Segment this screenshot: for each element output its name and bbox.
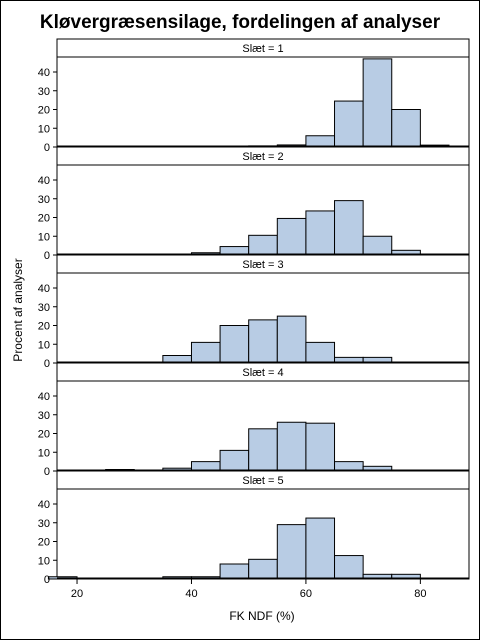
histogram-bar [305, 135, 336, 148]
histogram-bar [362, 235, 393, 256]
x-axis: 20 40 60 80 [71, 579, 426, 600]
y-tick-label: 40 [38, 283, 50, 295]
y-tick-label: 30 [38, 410, 50, 422]
y-axis-label: Procent af analyser [11, 258, 25, 361]
y-tick-label: 10 [38, 231, 50, 243]
histogram-bar [276, 524, 307, 580]
chart-title: Kløvergræsensilage, fordelingen af analy… [40, 12, 441, 33]
panel-2: Slæt = 2 0 10 20 30 40 [38, 146, 470, 262]
histogram-bar [276, 217, 307, 256]
histogram-bar [190, 341, 221, 364]
histogram-bar [248, 234, 278, 256]
y-tick-label: 20 [38, 213, 50, 225]
y-tick-label: 0 [44, 142, 50, 154]
y-tick-label: 10 [38, 447, 50, 459]
x-axis-label: FK NDF (%) [229, 609, 294, 623]
y-tick-label: 0 [44, 466, 50, 478]
x-tick-label: 40 [185, 588, 197, 600]
strip-label: Slæt = 3 [242, 259, 283, 271]
histogram-bar [391, 109, 421, 148]
histogram-bar [219, 563, 250, 580]
x-tick-label: 20 [71, 588, 83, 600]
panel-1: Slæt = 1 0 10 20 30 40 [38, 38, 470, 154]
strip-label: Slæt = 4 [242, 367, 283, 379]
y-tick-label: 30 [38, 194, 50, 206]
y-tick-label: 10 [38, 339, 50, 351]
y-tick-label: 20 [38, 321, 50, 333]
y-tick-label: 0 [44, 358, 50, 370]
y-tick-label: 20 [38, 537, 50, 549]
panel-3: Slæt = 3 0 10 20 30 40 [38, 254, 470, 370]
histogram-bar [248, 428, 278, 472]
histogram-bar [305, 341, 336, 364]
histogram-bar [276, 315, 307, 364]
x-tick-label: 80 [414, 588, 426, 600]
panel-4: Slæt = 4 0 10 20 30 40 [38, 362, 470, 478]
y-tick-label: 20 [38, 429, 50, 441]
strip-label: Slæt = 2 [242, 151, 283, 163]
histogram-bar [219, 449, 250, 472]
y-tick-label: 40 [38, 175, 50, 187]
y-tick-label: 10 [38, 555, 50, 567]
x-tick-label: 60 [300, 588, 312, 600]
histogram-bar [334, 200, 364, 256]
y-tick-label: 0 [44, 574, 50, 586]
histogram-bar [334, 555, 364, 580]
strip-label: Slæt = 1 [242, 43, 283, 55]
histogram-bar [305, 517, 336, 580]
y-tick-label: 40 [38, 391, 50, 403]
histogram-bar [248, 319, 278, 364]
histogram-bar [362, 58, 393, 148]
strip-label: Slæt = 5 [242, 475, 283, 487]
y-tick-label: 40 [38, 67, 50, 79]
histogram-bar [305, 210, 336, 256]
panel-5: Slæt = 5 0 10 20 30 40 [38, 470, 470, 586]
histogram-bar [248, 558, 278, 580]
histogram-bar [276, 421, 307, 472]
y-tick-label: 0 [44, 250, 50, 262]
histogram-bar [219, 325, 250, 364]
histogram-bar [305, 422, 336, 472]
y-tick-label: 30 [38, 518, 50, 530]
y-tick-label: 30 [38, 86, 50, 98]
histogram-bar [334, 100, 364, 148]
y-tick-label: 10 [38, 123, 50, 135]
y-tick-label: 30 [38, 302, 50, 314]
y-tick-label: 40 [38, 499, 50, 511]
y-tick-label: 20 [38, 105, 50, 117]
